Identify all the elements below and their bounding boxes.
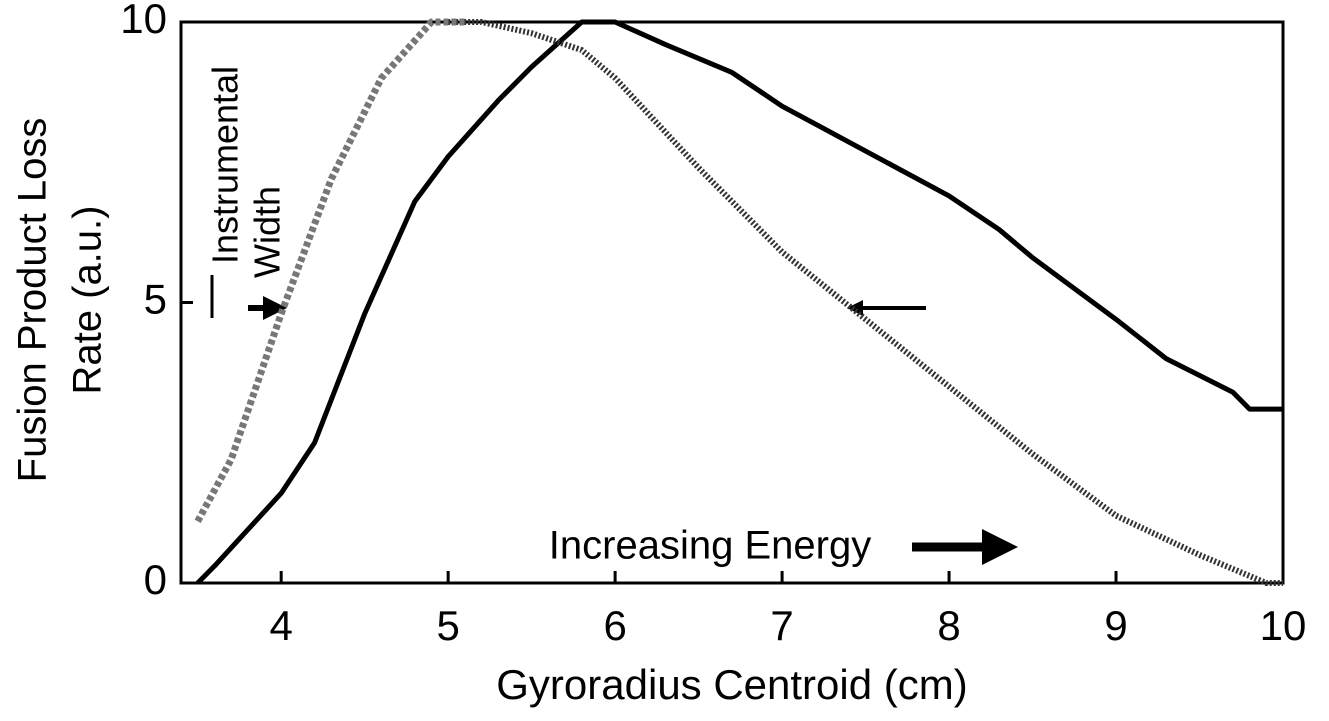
annotation: Increasing Energy <box>549 524 871 568</box>
x-tick-label: 4 <box>270 602 293 649</box>
series-line <box>195 19 1283 585</box>
y-axis-label: Rate (a.u.) <box>66 206 110 395</box>
x-tick-label: 7 <box>770 602 793 649</box>
x-tick-label: 10 <box>1260 602 1307 649</box>
plot-frame <box>179 20 1285 585</box>
x-tick-label: 5 <box>436 602 459 649</box>
series-line <box>448 19 1283 586</box>
x-axis-label: Gyroradius Centroid (cm) <box>496 661 967 708</box>
annotation: Instrumental <box>205 66 246 264</box>
y-tick-label: 0 <box>144 556 167 603</box>
series-line <box>194 18 465 523</box>
y-axis-label: Fusion Product Loss <box>11 118 55 483</box>
x-tick-label: 6 <box>603 602 626 649</box>
x-tick-label: 9 <box>1104 602 1127 649</box>
annotation: Width <box>247 186 288 278</box>
y-tick-label: 10 <box>120 0 167 42</box>
y-tick-label: 5 <box>144 276 167 323</box>
x-tick-label: 8 <box>937 602 960 649</box>
